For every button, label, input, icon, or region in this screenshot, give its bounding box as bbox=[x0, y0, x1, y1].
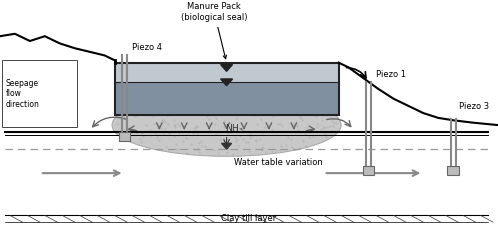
Bar bbox=[447, 166, 459, 174]
Text: Seepage
flow
direction: Seepage flow direction bbox=[6, 79, 40, 109]
Polygon shape bbox=[222, 143, 232, 149]
Bar bbox=[363, 166, 374, 174]
Text: Clay till layer: Clay till layer bbox=[222, 214, 276, 223]
Text: Piezo 1: Piezo 1 bbox=[376, 70, 406, 80]
Bar bbox=[119, 132, 130, 141]
Bar bbox=[115, 62, 339, 82]
Ellipse shape bbox=[112, 94, 341, 156]
Text: Piezo 3: Piezo 3 bbox=[459, 102, 489, 111]
Bar bbox=[2, 60, 77, 128]
Polygon shape bbox=[221, 79, 233, 86]
Bar bbox=[115, 82, 339, 116]
Text: Manure Pack
(biological seal): Manure Pack (biological seal) bbox=[181, 2, 248, 59]
Text: Piezo 4: Piezo 4 bbox=[132, 42, 162, 51]
Text: Water table variation: Water table variation bbox=[234, 158, 323, 167]
Text: $\mathregular{NH_3}$: $\mathregular{NH_3}$ bbox=[225, 123, 244, 135]
Polygon shape bbox=[221, 64, 233, 71]
